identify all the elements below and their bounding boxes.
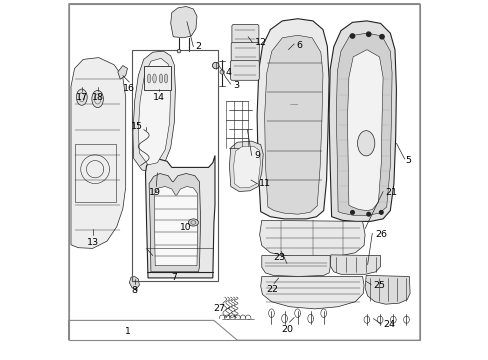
Text: —: — (289, 100, 298, 109)
Text: 15: 15 (131, 122, 142, 131)
Text: 9: 9 (254, 151, 260, 160)
Bar (144, 66, 171, 90)
Circle shape (350, 211, 354, 214)
Polygon shape (259, 220, 365, 257)
Ellipse shape (76, 89, 87, 105)
Ellipse shape (177, 49, 181, 53)
Polygon shape (329, 255, 380, 274)
Ellipse shape (357, 131, 374, 156)
Ellipse shape (220, 70, 224, 74)
Polygon shape (129, 276, 139, 289)
Polygon shape (328, 21, 396, 221)
Text: 25: 25 (373, 281, 385, 289)
Ellipse shape (152, 74, 156, 83)
Polygon shape (233, 146, 260, 188)
Circle shape (366, 212, 370, 216)
Text: 7: 7 (171, 274, 177, 282)
Text: 17: 17 (76, 93, 88, 102)
Polygon shape (154, 186, 197, 266)
Ellipse shape (188, 219, 198, 226)
Polygon shape (365, 275, 409, 304)
Text: 3: 3 (232, 81, 239, 90)
Polygon shape (149, 174, 200, 272)
Text: 20: 20 (281, 325, 293, 334)
Circle shape (379, 35, 384, 39)
FancyBboxPatch shape (231, 24, 258, 44)
Text: 27: 27 (213, 305, 225, 313)
Polygon shape (133, 51, 175, 172)
Polygon shape (170, 6, 197, 38)
Text: 13: 13 (86, 238, 99, 247)
Polygon shape (336, 33, 391, 215)
Ellipse shape (92, 90, 103, 108)
Text: 16: 16 (122, 84, 134, 93)
Text: 14: 14 (153, 93, 164, 102)
Polygon shape (145, 156, 215, 278)
Polygon shape (261, 256, 329, 276)
Text: 4: 4 (225, 68, 231, 77)
Polygon shape (257, 19, 328, 219)
Text: 18: 18 (91, 93, 103, 102)
Text: 2: 2 (194, 42, 201, 51)
Ellipse shape (147, 74, 151, 83)
Text: 23: 23 (273, 253, 285, 262)
Polygon shape (118, 66, 127, 79)
FancyBboxPatch shape (231, 42, 259, 62)
Text: 21: 21 (384, 188, 396, 197)
Polygon shape (138, 58, 170, 165)
Polygon shape (260, 276, 363, 309)
Polygon shape (347, 50, 382, 211)
Text: 5: 5 (405, 156, 411, 165)
Bar (132, 50, 218, 281)
Ellipse shape (164, 74, 167, 83)
Polygon shape (229, 141, 263, 192)
Text: 22: 22 (266, 285, 278, 294)
Text: 10: 10 (180, 223, 191, 232)
Circle shape (379, 211, 382, 214)
Ellipse shape (212, 62, 219, 69)
Text: 24: 24 (382, 320, 394, 329)
Text: 19: 19 (149, 188, 161, 197)
Text: 26: 26 (374, 230, 386, 239)
Circle shape (349, 34, 354, 38)
Text: 11: 11 (258, 179, 270, 188)
Text: 12: 12 (254, 38, 266, 47)
Text: 6: 6 (296, 41, 302, 50)
Ellipse shape (159, 74, 163, 83)
Circle shape (366, 32, 370, 36)
FancyBboxPatch shape (230, 60, 259, 80)
Polygon shape (71, 58, 125, 248)
Bar (75, 144, 116, 202)
Text: 1: 1 (124, 327, 130, 336)
Text: 8: 8 (131, 286, 138, 295)
Polygon shape (264, 35, 322, 214)
